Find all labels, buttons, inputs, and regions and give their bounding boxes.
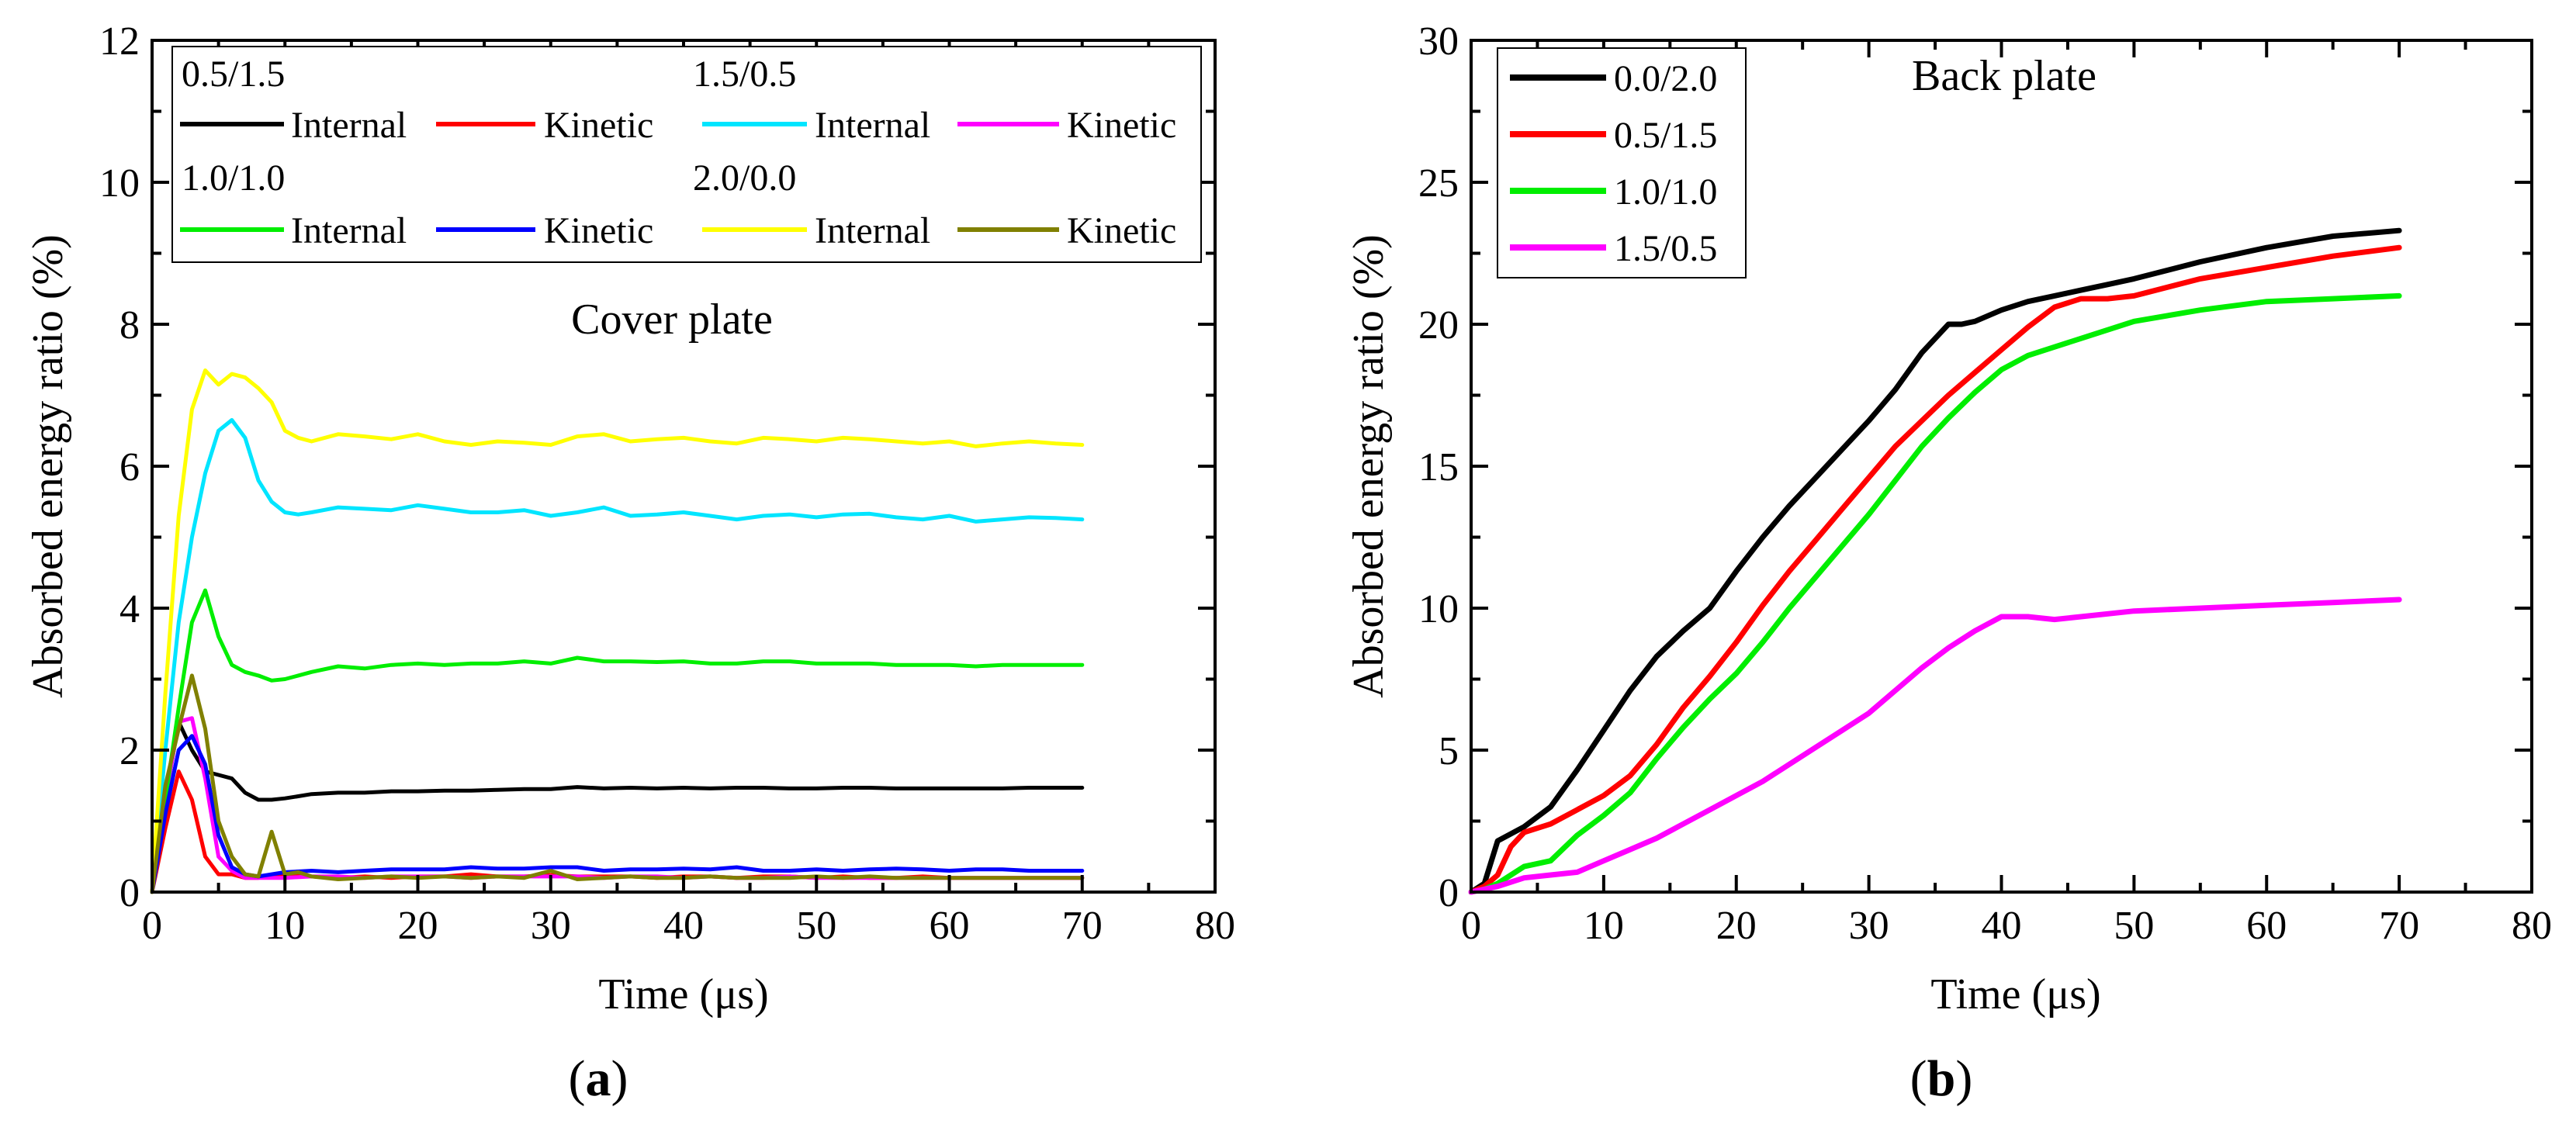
x-tick-label: 30 [1849,904,1889,948]
x-tick-label: 80 [2512,904,2552,948]
series-line-2.0/0.0-kinetic [150,673,1085,894]
panel-b-label: (b) [1910,1050,1973,1107]
x-tick-label: 70 [2379,904,2419,948]
panel-a-legend-box [171,46,1202,263]
x-tick-label: 20 [398,904,438,948]
x-tick-label: 60 [930,904,970,948]
panel-a: 0 10 20 30 40 50 60 70 80 0 2 4 6 8 10 12 Time (μs) Ab… [24,19,1235,1107]
x-tick-label: 10 [1584,904,1624,948]
panel-a-label: (a) [569,1050,628,1107]
legend-label-1.0/1.0-internal: Internal [291,210,407,251]
panel-a-label-close: ) [611,1050,628,1107]
panel-b-tick-marks [1470,39,2533,894]
y-tick-label: 10 [1418,587,1459,631]
panel-b-x-tick-labels: 0 10 20 30 40 50 60 70 80 [1461,904,2552,948]
x-tick-label: 50 [796,904,836,948]
series-line-1.5/0.5 [1468,597,2402,895]
panel-b-annotation: Back plate [1912,52,2096,100]
panel-a-tick-marks [151,39,1217,894]
series-line-0.5/1.5 [1468,244,2402,895]
legend-label-1.0/1.0: 1.0/1.0 [1614,171,1717,213]
legend-label-0.5/1.5-internal: Internal [291,105,407,146]
x-tick-label: 0 [1461,904,1481,948]
y-tick-label: 30 [1418,19,1459,64]
panel-b-legend-box [1497,47,1747,278]
x-tick-label: 10 [265,904,305,948]
y-tick-label: 5 [1439,729,1459,773]
y-tick-label: 10 [99,161,140,206]
y-tick-label: 20 [1418,303,1459,348]
x-tick-label: 40 [1982,904,2022,948]
y-tick-label: 2 [119,729,140,773]
panel-a-x-tick-labels: 0 10 20 30 40 50 60 70 80 [142,904,1235,948]
x-tick-label: 80 [1195,904,1235,948]
y-tick-label: 0 [119,871,140,915]
series-line-0.5/1.5-internal [150,719,1085,894]
legend-label-2.0/0.0-internal: Internal [815,210,930,251]
panel-b-series [1468,227,2402,895]
x-tick-label: 0 [142,904,162,948]
series-line-0.0/2.0 [1468,227,2402,895]
series-line-1.5/0.5-internal [150,418,1085,894]
panel-a-x-axis-label: Time (μs) [598,970,768,1019]
y-tick-label: 15 [1418,445,1459,489]
panel-b-label-close: ) [1955,1050,1972,1107]
legend-label-2.0/0.0-kinetic: Kinetic [1067,210,1176,251]
panel-a-label-open: ( [569,1050,586,1107]
x-tick-label: 20 [1716,904,1757,948]
legend-label-0.5/1.5-kinetic: Kinetic [544,105,653,146]
legend-label-1.5/0.5: 1.5/0.5 [1614,228,1717,269]
x-tick-label: 50 [2114,904,2154,948]
y-tick-label: 6 [119,445,140,489]
panel-a-legend: 0.5/1.5 1.5/0.5 1.0/1.0 2.0/0.0 Internal… [171,46,1202,263]
series-line-1.0/1.0-internal [150,588,1085,894]
series-line-1.0/1.0 [1468,292,2402,895]
y-tick-label: 0 [1439,871,1459,915]
x-tick-label: 40 [663,904,704,948]
panel-b-x-axis-label: Time (μs) [1930,970,2100,1019]
panel-a-label-letter: a [586,1050,611,1107]
legend-label-0.0/2.0: 0.0/2.0 [1614,58,1717,99]
legend-label-1.5/0.5-kinetic: Kinetic [1067,105,1176,146]
x-tick-label: 30 [531,904,571,948]
y-tick-label: 4 [119,587,140,631]
legend-group-title-0.5/1.5: 0.5/1.5 [182,54,285,95]
panel-b-legend: 0.0/2.0 0.5/1.5 1.0/1.0 1.5/0.5 [1497,47,1747,278]
panel-a-annotation: Cover plate [571,296,773,344]
panel-b: 0 10 20 30 40 50 60 70 80 0 5 10 15 20 25 30 Time (μs)… [1345,19,2552,1107]
x-tick-label: 70 [1062,904,1103,948]
legend-group-title-2.0/0.0: 2.0/0.0 [693,157,796,199]
panel-a-series [150,368,1085,894]
y-tick-label: 25 [1418,161,1459,206]
series-line-1.5/0.5-kinetic [150,716,1085,894]
legend-group-title-1.5/0.5: 1.5/0.5 [693,54,796,95]
panel-a-y-axis-label: Absorbed energy ratio (%) [24,234,72,698]
series-line-1.0/1.0-kinetic [150,734,1085,894]
legend-group-title-1.0/1.0: 1.0/1.0 [182,157,285,199]
series-line-2.0/0.0-internal [150,368,1085,894]
y-tick-label: 12 [99,19,140,64]
x-tick-label: 60 [2246,904,2287,948]
panel-a-y-tick-labels: 0 2 4 6 8 10 12 [99,19,140,915]
panel-b-y-axis-label: Absorbed energy ratio (%) [1345,234,1393,698]
panel-b-y-tick-labels: 0 5 10 15 20 25 30 [1418,19,1459,915]
legend-label-1.0/1.0-kinetic: Kinetic [544,210,653,251]
panel-b-label-letter: b [1927,1050,1956,1107]
legend-label-1.5/0.5-internal: Internal [815,105,930,146]
y-tick-label: 8 [119,303,140,348]
legend-label-0.5/1.5: 0.5/1.5 [1614,115,1717,156]
panel-b-label-open: ( [1910,1050,1927,1107]
